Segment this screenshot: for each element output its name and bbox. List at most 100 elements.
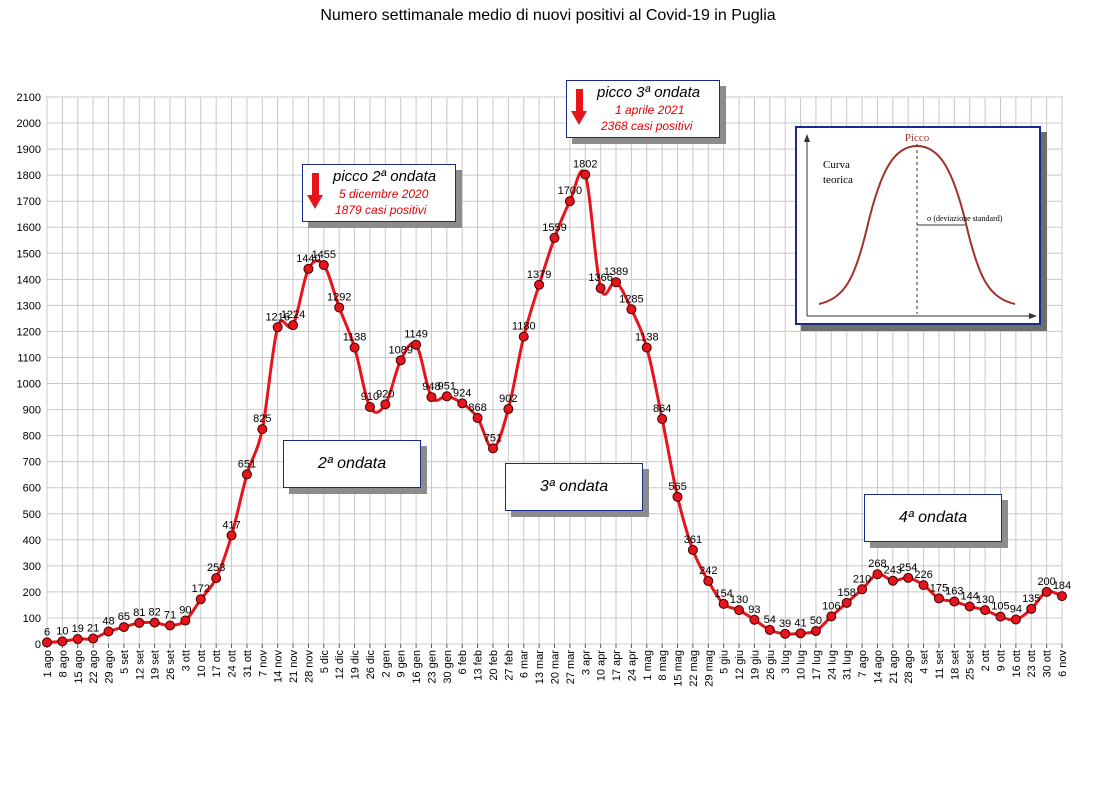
data-label: 1216 xyxy=(265,311,289,323)
data-point xyxy=(734,605,745,616)
x-tick-label: 9 ott xyxy=(995,650,1007,671)
data-label: 902 xyxy=(499,393,517,405)
data-point xyxy=(872,569,883,580)
data-point xyxy=(995,611,1006,622)
data-point xyxy=(149,617,160,628)
data-label: 19 xyxy=(72,623,84,635)
x-tick-label: 22 ago xyxy=(88,650,100,684)
x-tick-label: 30 ott xyxy=(1042,650,1054,678)
peak3-title: picco 3ª ondata xyxy=(597,84,701,101)
x-tick-label: 2 gen xyxy=(380,650,392,678)
data-label: 10 xyxy=(56,625,68,637)
y-tick-label: 200 xyxy=(23,587,41,599)
data-label: 184 xyxy=(1053,580,1071,592)
peak3-arrow-icon xyxy=(576,89,583,111)
data-point xyxy=(549,232,560,243)
data-label: 39 xyxy=(779,618,791,630)
data-label: 361 xyxy=(684,534,702,546)
x-tick-label: 6 feb xyxy=(457,650,469,674)
wave4-label: 4ª ondata xyxy=(898,509,968,526)
y-tick-label: 1100 xyxy=(17,352,41,364)
data-label: 651 xyxy=(238,458,256,470)
data-point xyxy=(641,342,652,353)
x-tick-label: 29 ago xyxy=(104,650,116,684)
data-label: 1138 xyxy=(635,332,659,344)
data-point xyxy=(1041,586,1052,597)
data-label: 106 xyxy=(822,600,840,612)
peak2-box: picco 2ª ondata 5 dicembre 2020 1879 cas… xyxy=(302,164,456,222)
y-tick-label: 2100 xyxy=(17,92,41,104)
y-tick-label: 0 xyxy=(35,639,41,651)
data-label: 158 xyxy=(838,587,856,599)
data-point xyxy=(626,304,637,315)
x-tick-label: 26 giu xyxy=(765,650,777,680)
data-label: 54 xyxy=(764,614,776,626)
data-label: 226 xyxy=(914,569,932,581)
x-tick-label: 13 mar xyxy=(534,650,546,685)
data-point xyxy=(918,580,929,591)
x-tick-label: 24 ott xyxy=(227,650,239,678)
data-label: 1224 xyxy=(281,309,305,321)
y-tick-label: 400 xyxy=(23,535,41,547)
data-point xyxy=(380,399,391,410)
data-point xyxy=(42,637,52,648)
x-tick-label: 28 ago xyxy=(903,650,915,684)
x-tick-label: 26 dic xyxy=(365,650,377,680)
data-label: 130 xyxy=(730,594,748,606)
data-label: 1700 xyxy=(558,185,582,197)
x-tick-label: 11 set xyxy=(934,650,946,679)
data-point xyxy=(611,277,622,288)
data-point xyxy=(411,339,422,350)
data-point xyxy=(457,398,468,409)
data-point xyxy=(441,391,452,402)
x-tick-label: 19 set xyxy=(150,650,162,680)
x-tick-label: 21 nov xyxy=(288,650,300,684)
data-point xyxy=(595,283,606,294)
data-point xyxy=(703,575,714,586)
data-label: 1559 xyxy=(542,222,566,234)
x-tick-label: 26 set xyxy=(165,650,177,680)
x-tick-label: 12 dic xyxy=(334,650,346,680)
data-label: 948 xyxy=(422,381,440,393)
x-tick-label: 15 ago xyxy=(73,650,85,684)
data-label: 71 xyxy=(164,610,176,622)
data-label: 254 xyxy=(899,562,917,574)
data-point xyxy=(964,601,975,612)
x-tick-label: 16 gen xyxy=(411,650,423,684)
x-tick-label: 4 set xyxy=(919,650,931,674)
x-tick-label: 5 dic xyxy=(319,650,331,674)
data-point xyxy=(1057,591,1067,602)
y-tick-label: 300 xyxy=(23,561,41,573)
data-label: 1180 xyxy=(512,321,536,333)
inset-sigma-label: σ (deviazione standard) xyxy=(927,214,1003,223)
data-label: 81 xyxy=(133,607,145,619)
data-point xyxy=(826,611,837,622)
data-label: 868 xyxy=(468,402,486,414)
peak3-arrow-head-icon xyxy=(571,111,587,125)
data-label: 41 xyxy=(794,617,806,629)
data-label: 253 xyxy=(207,562,225,574)
x-tick-label: 15 mag xyxy=(673,650,685,687)
data-point xyxy=(195,594,206,605)
x-tick-label: 2 ott xyxy=(980,650,992,671)
data-label: 951 xyxy=(438,380,456,392)
data-point xyxy=(718,598,729,609)
x-tick-label: 9 gen xyxy=(396,650,408,678)
data-label: 268 xyxy=(868,558,886,570)
wave2-label: 2ª ondata xyxy=(317,455,387,472)
data-point xyxy=(180,615,191,626)
y-tick-label: 1200 xyxy=(17,326,41,338)
x-tick-label: 19 dic xyxy=(350,650,362,680)
data-label: 825 xyxy=(253,413,271,425)
data-label: 1149 xyxy=(404,329,428,341)
y-tick-label: 600 xyxy=(23,483,41,495)
data-point xyxy=(395,355,406,366)
peak2-title: picco 2ª ondata xyxy=(333,168,437,185)
data-point xyxy=(72,634,83,645)
data-label: 200 xyxy=(1037,576,1055,588)
data-label: 1455 xyxy=(312,249,336,261)
x-tick-label: 30 gen xyxy=(442,650,454,684)
data-point xyxy=(810,625,821,636)
data-label: 924 xyxy=(453,387,471,399)
data-point xyxy=(165,620,176,631)
